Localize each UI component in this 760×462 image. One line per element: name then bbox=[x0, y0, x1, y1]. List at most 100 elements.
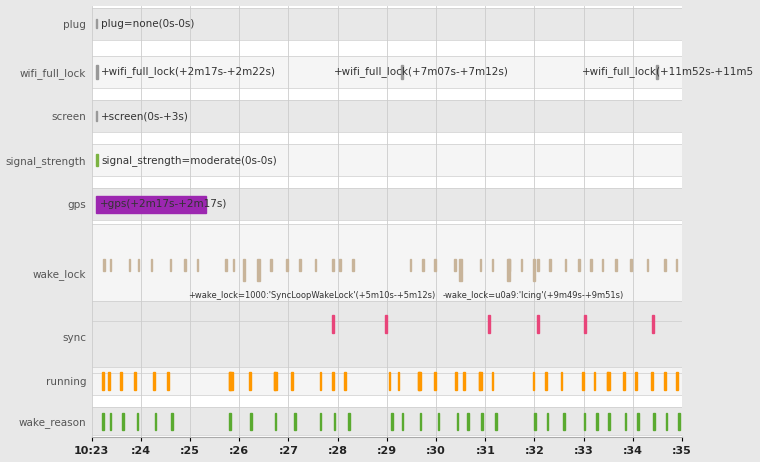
Bar bbox=[676, 259, 677, 271]
Bar bbox=[286, 259, 287, 271]
Bar bbox=[508, 259, 510, 271]
Bar bbox=[291, 372, 293, 390]
Bar bbox=[230, 372, 231, 390]
Bar bbox=[233, 259, 234, 271]
Bar bbox=[167, 372, 169, 390]
Bar bbox=[459, 259, 461, 281]
Bar bbox=[138, 259, 139, 271]
Bar bbox=[274, 372, 277, 390]
Bar bbox=[92, 188, 682, 220]
Bar bbox=[344, 372, 346, 390]
Bar bbox=[92, 56, 682, 88]
Bar bbox=[463, 372, 465, 390]
Bar bbox=[457, 413, 458, 430]
Bar bbox=[678, 413, 679, 430]
Bar bbox=[666, 413, 667, 430]
Bar bbox=[250, 413, 252, 430]
Bar bbox=[615, 259, 616, 271]
Bar bbox=[155, 413, 157, 430]
Bar bbox=[230, 413, 231, 430]
Bar bbox=[549, 259, 551, 271]
Bar bbox=[488, 315, 489, 333]
Bar bbox=[96, 195, 207, 213]
Bar bbox=[385, 315, 388, 333]
Bar bbox=[533, 259, 535, 281]
Text: signal_strength=moderate(0s-0s): signal_strength=moderate(0s-0s) bbox=[101, 155, 277, 166]
Bar bbox=[128, 259, 130, 271]
Bar bbox=[651, 372, 653, 390]
Bar bbox=[334, 413, 335, 430]
Bar bbox=[664, 372, 666, 390]
Bar bbox=[591, 259, 592, 271]
Bar bbox=[391, 413, 393, 430]
Bar bbox=[388, 372, 390, 390]
Bar bbox=[584, 315, 586, 333]
Bar bbox=[92, 7, 682, 40]
Bar bbox=[258, 259, 260, 281]
Bar bbox=[602, 259, 603, 271]
Bar bbox=[184, 259, 186, 271]
Bar bbox=[467, 413, 469, 430]
Bar bbox=[299, 259, 301, 271]
Bar bbox=[109, 413, 111, 430]
Bar bbox=[479, 372, 480, 390]
Text: +wake_lock=1000:'SyncLoopWakeLock'(+5m10s-+5m12s): +wake_lock=1000:'SyncLoopWakeLock'(+5m10… bbox=[188, 291, 435, 300]
Bar bbox=[561, 372, 562, 390]
Bar bbox=[533, 372, 534, 390]
Text: +wifi_full_lock(+7m07s-+7m12s): +wifi_full_lock(+7m07s-+7m12s) bbox=[334, 67, 508, 77]
Bar bbox=[594, 372, 595, 390]
Bar bbox=[565, 259, 566, 271]
Bar bbox=[320, 413, 321, 430]
Bar bbox=[96, 154, 98, 166]
Bar bbox=[492, 372, 493, 390]
Bar bbox=[654, 413, 655, 430]
Text: plug=none(0s-0s): plug=none(0s-0s) bbox=[101, 18, 195, 29]
Bar bbox=[537, 315, 539, 333]
Bar bbox=[455, 372, 457, 390]
Bar bbox=[623, 372, 625, 390]
Bar bbox=[534, 413, 536, 430]
Bar bbox=[274, 413, 276, 430]
Bar bbox=[635, 372, 637, 390]
Bar bbox=[652, 315, 654, 333]
Bar bbox=[169, 259, 171, 271]
Bar bbox=[96, 111, 97, 121]
Bar bbox=[103, 372, 104, 390]
Bar bbox=[401, 65, 404, 79]
Bar bbox=[481, 413, 483, 430]
Bar bbox=[120, 372, 122, 390]
Bar bbox=[348, 413, 350, 430]
Bar bbox=[92, 407, 682, 435]
Bar bbox=[135, 372, 136, 390]
Bar bbox=[563, 413, 565, 430]
Bar bbox=[537, 259, 539, 271]
Bar bbox=[230, 372, 233, 390]
Bar bbox=[137, 413, 138, 430]
Bar bbox=[647, 259, 648, 271]
Bar bbox=[582, 372, 584, 390]
Bar bbox=[332, 372, 334, 390]
Bar bbox=[294, 413, 296, 430]
Text: +wifi_full_lock(+11m52s-+11m5: +wifi_full_lock(+11m52s-+11m5 bbox=[582, 67, 754, 77]
Bar bbox=[546, 413, 549, 430]
Bar bbox=[637, 413, 638, 430]
Bar bbox=[353, 259, 354, 271]
Bar bbox=[606, 372, 610, 390]
Bar bbox=[274, 372, 275, 390]
Bar bbox=[225, 259, 227, 271]
Bar bbox=[153, 372, 155, 390]
Bar bbox=[664, 259, 666, 271]
Bar bbox=[122, 413, 124, 430]
Bar bbox=[171, 413, 173, 430]
Bar bbox=[271, 259, 272, 271]
Bar bbox=[578, 259, 580, 271]
Bar bbox=[109, 259, 111, 271]
Bar bbox=[606, 372, 608, 390]
Bar bbox=[401, 413, 404, 430]
Bar bbox=[508, 259, 510, 281]
Bar bbox=[332, 259, 334, 271]
Bar bbox=[545, 372, 546, 390]
Bar bbox=[418, 372, 420, 390]
Bar bbox=[108, 372, 109, 390]
Bar bbox=[420, 413, 421, 430]
